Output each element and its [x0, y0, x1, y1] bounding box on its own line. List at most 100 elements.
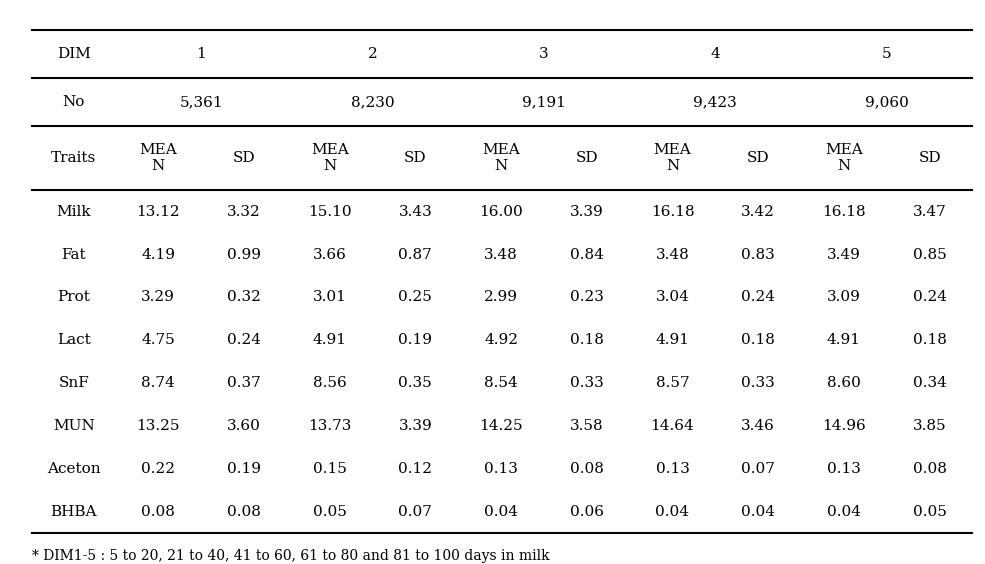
- Text: Traits: Traits: [51, 151, 97, 165]
- Text: MUN: MUN: [53, 419, 95, 433]
- Text: SnF: SnF: [58, 376, 90, 390]
- Text: SD: SD: [575, 151, 598, 165]
- Text: 0.24: 0.24: [741, 290, 775, 305]
- Text: 4.19: 4.19: [141, 248, 175, 262]
- Text: 9,060: 9,060: [865, 95, 909, 109]
- Text: SD: SD: [747, 151, 769, 165]
- Text: 0.22: 0.22: [141, 462, 175, 476]
- Text: MEA
N: MEA N: [140, 143, 177, 173]
- Text: 0.18: 0.18: [742, 333, 775, 347]
- Text: DIM: DIM: [57, 47, 91, 61]
- Text: 13.12: 13.12: [137, 205, 180, 219]
- Text: 3.46: 3.46: [742, 419, 775, 433]
- Text: 0.04: 0.04: [741, 505, 775, 519]
- Text: Lact: Lact: [57, 333, 91, 347]
- Text: 4.92: 4.92: [484, 333, 518, 347]
- Text: 0.84: 0.84: [570, 248, 604, 262]
- Text: 9,423: 9,423: [693, 95, 737, 109]
- Text: 0.13: 0.13: [656, 462, 689, 476]
- Text: 0.18: 0.18: [570, 333, 604, 347]
- Text: 0.13: 0.13: [827, 462, 861, 476]
- Text: 3.43: 3.43: [399, 205, 432, 219]
- Text: 14.25: 14.25: [480, 419, 523, 433]
- Text: 0.05: 0.05: [312, 505, 347, 519]
- Text: 3: 3: [539, 47, 549, 61]
- Text: 8.57: 8.57: [656, 376, 689, 390]
- Text: 3.32: 3.32: [228, 205, 261, 219]
- Text: 0.87: 0.87: [399, 248, 432, 262]
- Text: 0.08: 0.08: [227, 505, 261, 519]
- Text: 0.08: 0.08: [913, 462, 947, 476]
- Text: Milk: Milk: [56, 205, 91, 219]
- Text: 0.04: 0.04: [826, 505, 861, 519]
- Text: 0.04: 0.04: [655, 505, 690, 519]
- Text: 4.91: 4.91: [312, 333, 347, 347]
- Text: 4: 4: [710, 47, 720, 61]
- Text: 0.19: 0.19: [398, 333, 432, 347]
- Text: 16.00: 16.00: [479, 205, 523, 219]
- Text: 16.18: 16.18: [651, 205, 694, 219]
- Text: 3.39: 3.39: [399, 419, 432, 433]
- Text: 0.83: 0.83: [742, 248, 775, 262]
- Text: 1: 1: [196, 47, 206, 61]
- Text: 3.58: 3.58: [570, 419, 604, 433]
- Text: 9,191: 9,191: [522, 95, 565, 109]
- Text: 0.08: 0.08: [141, 505, 175, 519]
- Text: Prot: Prot: [57, 290, 91, 305]
- Text: 3.47: 3.47: [913, 205, 947, 219]
- Text: No: No: [63, 95, 85, 109]
- Text: 0.35: 0.35: [399, 376, 432, 390]
- Text: 16.18: 16.18: [822, 205, 866, 219]
- Text: 2.99: 2.99: [484, 290, 518, 305]
- Text: 14.64: 14.64: [651, 419, 694, 433]
- Text: 14.96: 14.96: [822, 419, 866, 433]
- Text: 0.12: 0.12: [398, 462, 432, 476]
- Text: 8.74: 8.74: [142, 376, 175, 390]
- Text: 0.04: 0.04: [484, 505, 518, 519]
- Text: 0.32: 0.32: [227, 290, 261, 305]
- Text: 3.85: 3.85: [913, 419, 947, 433]
- Text: 3.66: 3.66: [312, 248, 347, 262]
- Text: 5: 5: [882, 47, 891, 61]
- Text: 3.09: 3.09: [827, 290, 861, 305]
- Text: 0.34: 0.34: [913, 376, 947, 390]
- Text: 8.54: 8.54: [485, 376, 518, 390]
- Text: Fat: Fat: [61, 248, 86, 262]
- Text: 0.13: 0.13: [485, 462, 518, 476]
- Text: SD: SD: [404, 151, 427, 165]
- Text: 13.25: 13.25: [137, 419, 180, 433]
- Text: 0.06: 0.06: [569, 505, 604, 519]
- Text: 5,361: 5,361: [179, 95, 223, 109]
- Text: Aceton: Aceton: [47, 462, 100, 476]
- Text: MEA
N: MEA N: [483, 143, 520, 173]
- Text: MEA
N: MEA N: [825, 143, 863, 173]
- Text: 15.10: 15.10: [308, 205, 352, 219]
- Text: 3.49: 3.49: [827, 248, 861, 262]
- Text: 0.05: 0.05: [913, 505, 947, 519]
- Text: SD: SD: [232, 151, 255, 165]
- Text: 0.25: 0.25: [398, 290, 432, 305]
- Text: 0.15: 0.15: [312, 462, 347, 476]
- Text: 0.24: 0.24: [912, 290, 947, 305]
- Text: BHBA: BHBA: [50, 505, 98, 519]
- Text: 0.33: 0.33: [742, 376, 775, 390]
- Text: 4.91: 4.91: [826, 333, 861, 347]
- Text: SD: SD: [918, 151, 941, 165]
- Text: 3.39: 3.39: [570, 205, 604, 219]
- Text: 0.07: 0.07: [742, 462, 775, 476]
- Text: MEA
N: MEA N: [654, 143, 691, 173]
- Text: 3.01: 3.01: [312, 290, 347, 305]
- Text: 8.60: 8.60: [827, 376, 861, 390]
- Text: 0.24: 0.24: [227, 333, 261, 347]
- Text: 0.19: 0.19: [227, 462, 261, 476]
- Text: 3.04: 3.04: [656, 290, 689, 305]
- Text: 0.07: 0.07: [398, 505, 432, 519]
- Text: 4.75: 4.75: [142, 333, 175, 347]
- Text: 8.56: 8.56: [313, 376, 347, 390]
- Text: 4.91: 4.91: [655, 333, 690, 347]
- Text: 0.23: 0.23: [570, 290, 604, 305]
- Text: 0.33: 0.33: [570, 376, 604, 390]
- Text: 13.73: 13.73: [308, 419, 352, 433]
- Text: 3.60: 3.60: [227, 419, 261, 433]
- Text: 3.29: 3.29: [141, 290, 175, 305]
